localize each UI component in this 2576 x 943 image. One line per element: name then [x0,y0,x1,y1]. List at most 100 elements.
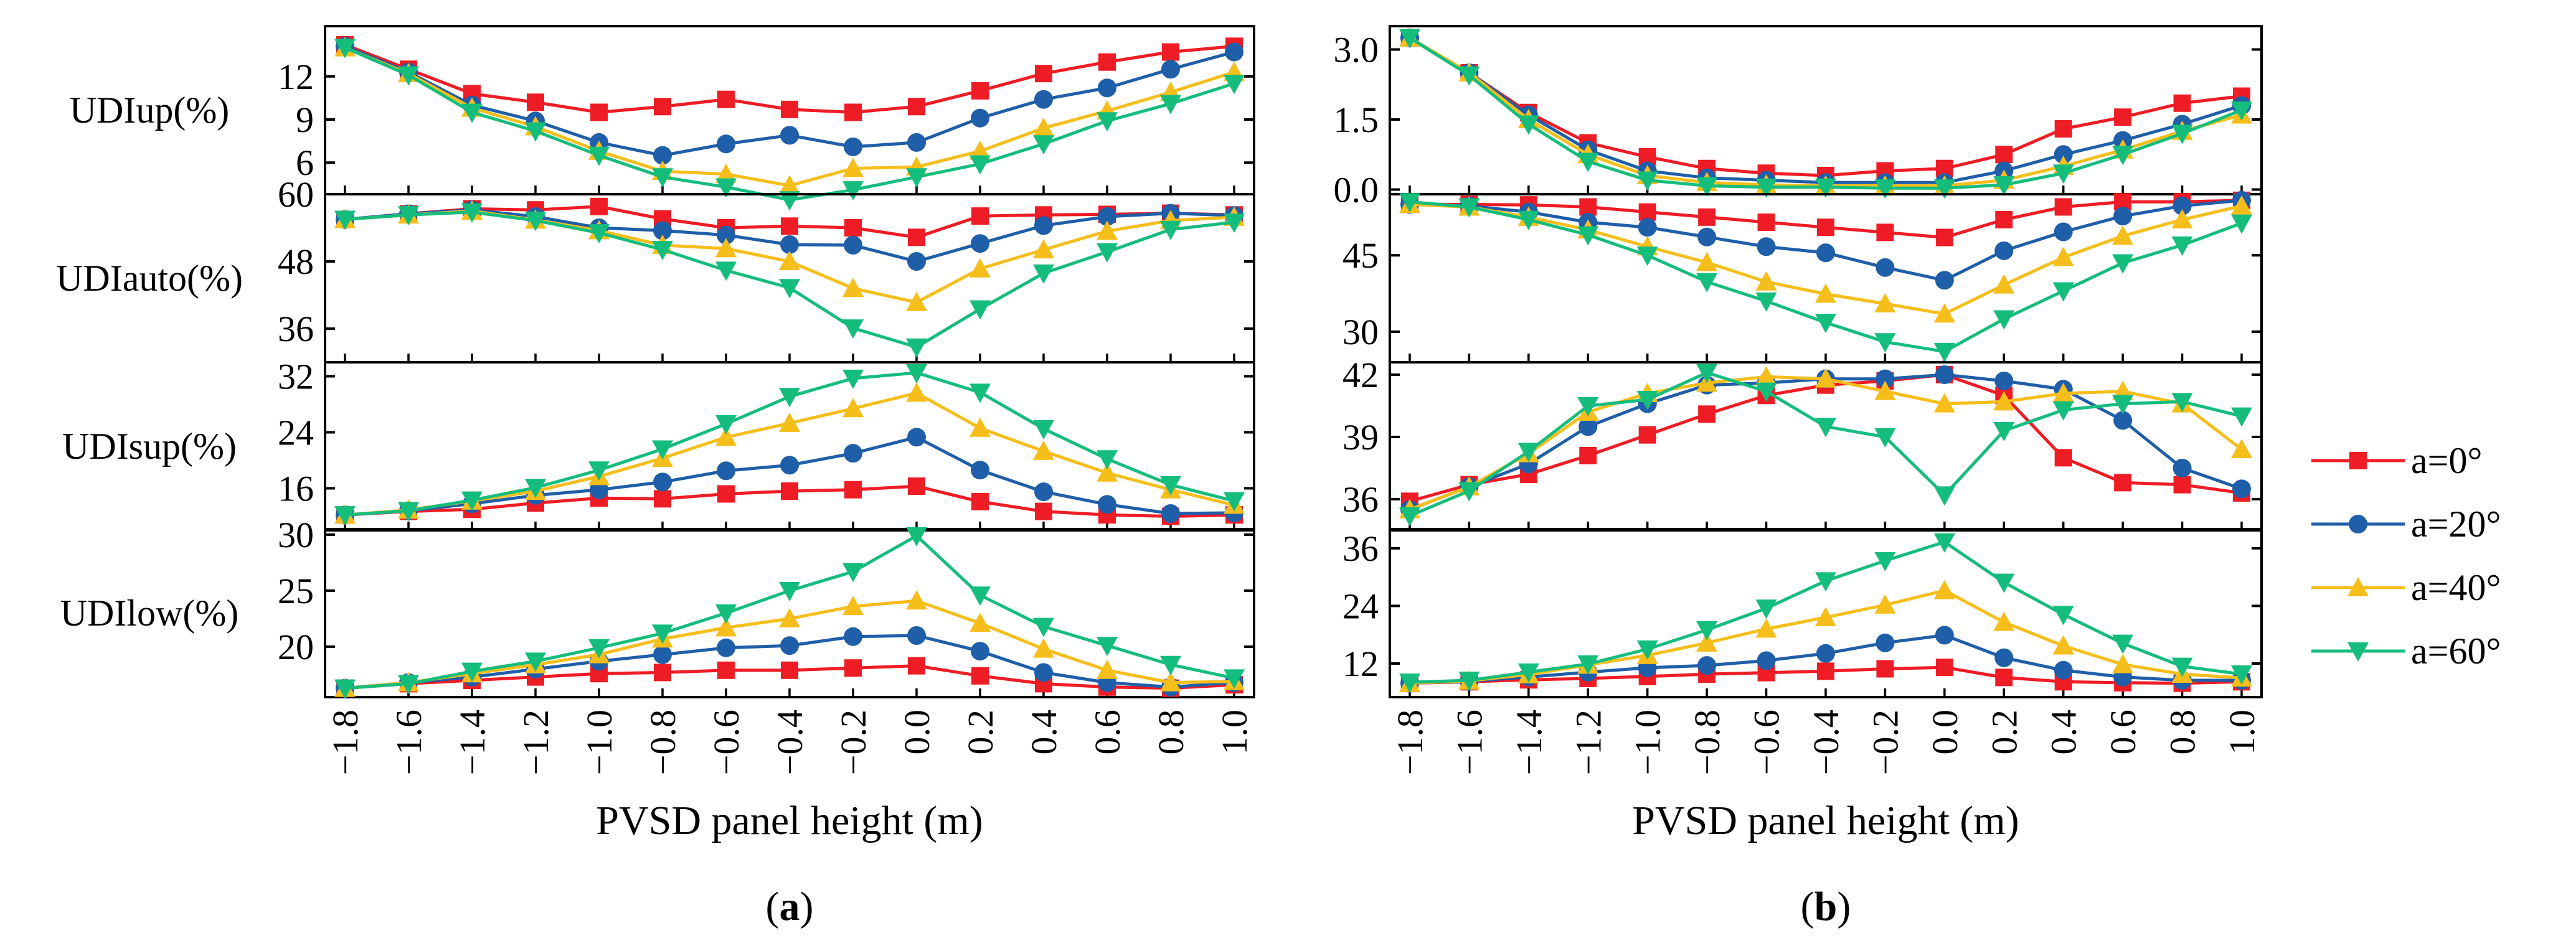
data-point [1035,502,1052,520]
data-point [1160,220,1181,240]
data-point [590,197,608,215]
data-point [1224,75,1245,95]
data-point [2113,207,2133,226]
data-point [842,181,864,201]
data-point [907,133,926,152]
data-point [970,300,991,320]
data-point [1160,95,1181,115]
data-point [1577,655,1599,675]
data-point [971,461,989,480]
data-point [1097,659,1118,679]
data-point [1697,227,1717,246]
x-axis-label: PVSD panel height (m) [596,798,983,843]
data-point [2112,654,2134,673]
data-point [2052,164,2074,184]
data-point [2171,236,2193,256]
data-point [1755,292,1777,312]
data-point [1933,393,1955,413]
data-point [1636,246,1658,266]
x-tick-label: −1.8 [325,710,366,775]
data-point [1755,178,1777,198]
data-point [1815,314,1836,334]
data-point [2112,395,2134,415]
data-point [717,225,735,245]
data-point [652,440,673,460]
data-point [1933,533,1955,553]
data-point [1224,492,1245,512]
x-tick-label: 0.8 [2163,710,2203,755]
data-point [907,252,926,271]
x-tick-label: −1.0 [1628,710,1668,775]
data-point [970,383,991,403]
y-axis-label: UDIauto(%) [56,258,243,299]
y-tick-label: 24 [1342,586,1379,626]
data-point [525,652,546,672]
data-point [1097,637,1118,657]
x-tick-label: 0.0 [897,710,937,755]
data-point [906,168,927,188]
subplot-1-1: 30 45 [1342,190,2263,364]
data-point [970,612,991,632]
data-point [2232,479,2251,499]
data-point [1097,462,1118,482]
data-point [2112,225,2134,245]
data-point [971,234,989,253]
y-tick-label: 30 [1342,312,1379,352]
data-point [1033,420,1054,439]
data-point [1816,243,1835,263]
data-point [1399,673,1420,693]
data-point [1874,380,1896,400]
x-tick-label: −1.2 [1568,710,1608,775]
data-point [334,210,356,230]
data-point [1874,551,1896,571]
data-point [1815,283,1836,303]
data-point [779,279,800,299]
y-tick-label: 45 [1342,235,1379,276]
data-point [1876,223,1894,242]
y-tick-label: 3.0 [1334,30,1379,70]
y-tick-label: 25 [278,571,314,611]
data-point [1097,450,1118,470]
data-point [1517,115,1539,135]
data-point [525,212,546,232]
subplot-0-1: 36 48 60 UDIauto(%) [56,174,1255,364]
data-point [1874,428,1896,448]
subplot-1-3: 12 24 36 [1342,528,2263,698]
data-point [1033,617,1054,637]
data-point [1993,611,2015,631]
data-point [715,163,737,183]
data-point [779,251,800,270]
data-point [1034,482,1053,502]
data-point [1033,440,1054,460]
data-point [1161,504,1180,523]
data-point [2052,401,2074,421]
panel-label-close: ) [800,884,814,929]
data-point [1160,655,1181,675]
data-point [654,98,671,116]
data-point [1755,382,1777,402]
data-point [1993,274,2015,294]
y-tick-label: 36 [278,309,314,349]
data-point [715,415,737,434]
data-point [908,477,925,495]
y-tick-label: 20 [278,627,314,667]
data-point [1224,669,1245,689]
data-point [1636,391,1658,410]
data-point [2231,439,2252,458]
data-point [398,502,419,522]
y-tick-label: 60 [278,174,314,215]
legend-marker [2349,515,2367,533]
data-point [1638,426,1656,444]
data-point [842,398,864,418]
data-point [906,382,927,402]
legend-entry: a=60° [2311,631,2501,672]
data-point [1696,621,1718,640]
data-point [1638,218,1657,237]
data-point [1935,659,1953,677]
data-point [1757,237,1776,256]
data-point [527,93,544,111]
data-point [842,369,864,389]
legend-label: a=0° [2411,440,2482,481]
data-point [461,662,483,682]
data-point [2231,407,2252,427]
